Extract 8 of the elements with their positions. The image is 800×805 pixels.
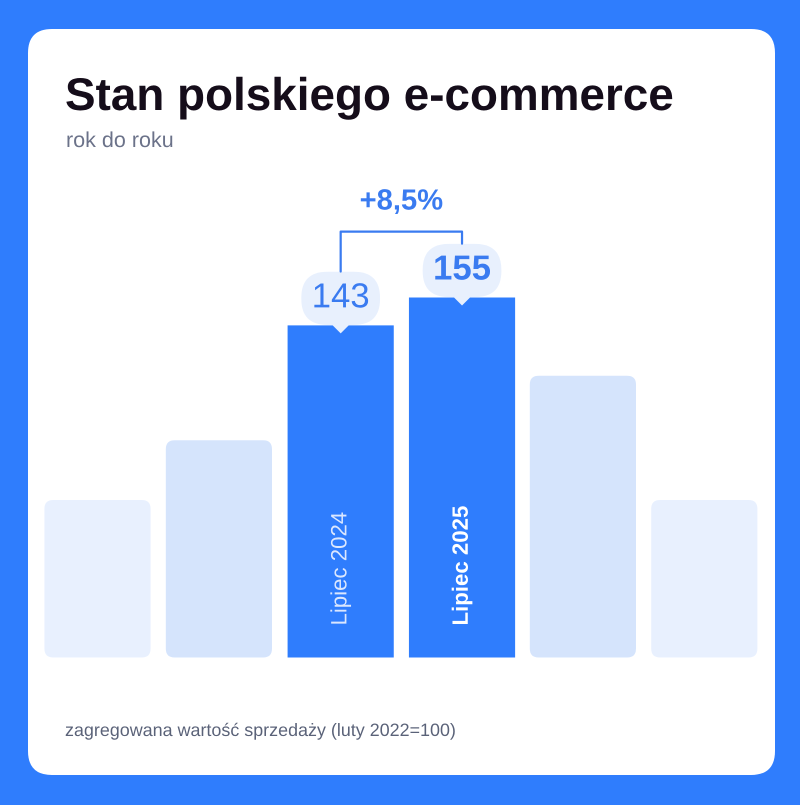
chart-subtitle: rok do roku — [67, 131, 172, 148]
text: +8,5% — [360, 189, 442, 214]
data-label: 143 — [314, 283, 368, 308]
x-tick-label: Lipiec 2024 — [330, 512, 352, 624]
x-tick-label: Lipiec 2025 — [452, 506, 472, 624]
text: zagregowana wartość sprzedaży (luty 2022=100) — [66, 722, 455, 740]
chart-title: Stan polskiego e-commerce — [66, 76, 672, 120]
data-label: 155 — [435, 256, 490, 280]
